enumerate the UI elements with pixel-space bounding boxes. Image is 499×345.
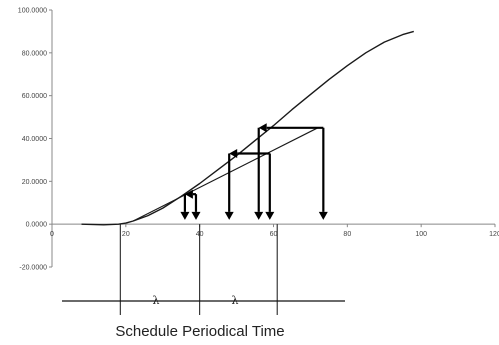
arrow-head <box>224 211 234 220</box>
interval-label: λ <box>232 294 239 307</box>
arrow-head <box>265 211 275 220</box>
chart-caption: Schedule Periodical Time <box>115 323 284 340</box>
arrows-group <box>180 123 328 220</box>
x-axis: 020406080100120 <box>50 223 499 238</box>
arrow-head <box>318 211 328 220</box>
series-s-curve <box>81 30 414 226</box>
y-tick-label: 0.0000 <box>26 222 48 229</box>
y-tick-label: 100.0000 <box>18 8 47 15</box>
y-axis: -20.0000 0.0000 20.0000 40.0000 60.0000 80.00… <box>18 8 53 272</box>
y-tick-label: -20.0000 <box>19 265 47 272</box>
y-tick-label: 40.0000 <box>22 136 47 143</box>
arrow-head <box>184 189 193 199</box>
arrow-head <box>258 123 267 133</box>
x-tick-label: 80 <box>343 231 351 238</box>
arrow-head <box>180 211 190 220</box>
arrow-head <box>191 211 201 220</box>
x-tick-label: 0 <box>50 231 54 238</box>
interval-label: λ <box>153 294 160 307</box>
series-group <box>81 30 414 226</box>
timeline-group <box>62 224 345 315</box>
x-tick-label: 20 <box>122 231 130 238</box>
x-tick-label: 100 <box>415 231 427 238</box>
x-tick-label: 60 <box>270 231 278 238</box>
y-tick-label: 20.0000 <box>22 179 47 186</box>
x-tick-label: 120 <box>489 231 499 238</box>
series-straight-line <box>132 127 319 222</box>
arrow-head <box>229 149 238 158</box>
y-tick-label: 60.0000 <box>22 93 47 100</box>
arrow-head <box>254 211 264 220</box>
y-tick-label: 80.0000 <box>22 50 47 57</box>
